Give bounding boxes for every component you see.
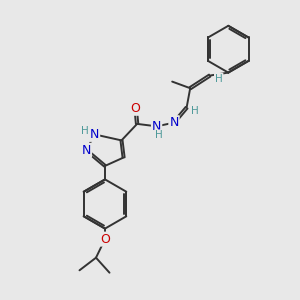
Text: N: N <box>169 116 179 129</box>
Text: O: O <box>100 232 110 246</box>
Text: H: H <box>155 130 163 140</box>
Text: N: N <box>82 144 91 157</box>
Text: H: H <box>81 126 89 136</box>
Text: O: O <box>131 102 140 115</box>
Text: H: H <box>215 74 223 84</box>
Text: H: H <box>191 106 199 116</box>
Text: N: N <box>90 128 99 141</box>
Text: N: N <box>152 120 161 133</box>
